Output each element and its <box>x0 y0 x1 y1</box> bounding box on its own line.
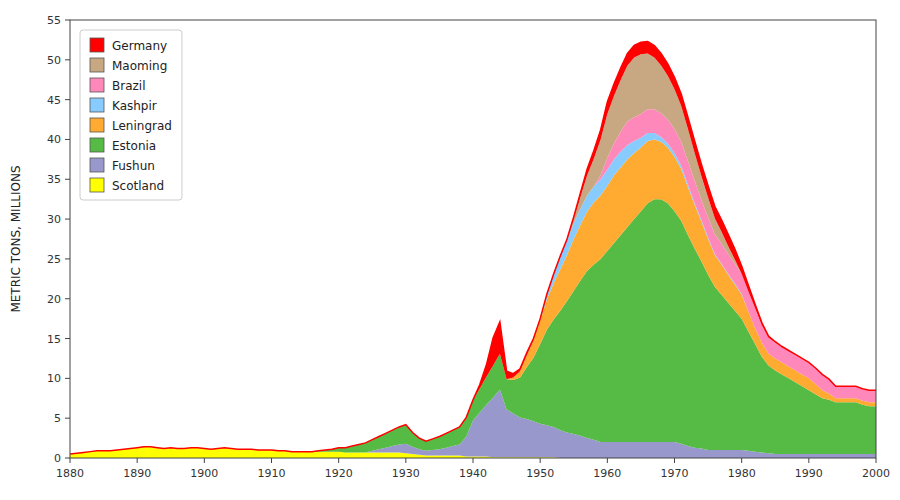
x-tick <box>70 458 71 463</box>
area <box>70 109 876 454</box>
x-tick-label: 1910 <box>258 467 286 480</box>
y-tick <box>65 298 70 299</box>
y-tick-label: 20 <box>47 293 61 306</box>
legend-item: Brazil <box>90 78 146 93</box>
area <box>70 42 876 455</box>
y-axis: 0 5 10 15 20 25 30 35 40 45 50 55 <box>47 14 70 465</box>
legend-swatch <box>90 38 104 52</box>
plot-frame <box>70 20 876 458</box>
legend-item: Scotland <box>90 178 164 193</box>
x-tick <box>876 458 877 463</box>
legend-label: Maoming <box>112 59 167 73</box>
legend-swatch <box>90 138 104 152</box>
x-axis: 1880 1890 1900 1910 1920 1930 1940 1950 1960 1970… <box>56 458 890 480</box>
y-tick <box>65 378 70 379</box>
x-tick-label: 1880 <box>56 467 84 480</box>
y-tick-label: 10 <box>47 372 61 385</box>
x-tick-label: 1920 <box>325 467 353 480</box>
legend-label: Scotland <box>112 179 164 193</box>
legend-swatch <box>90 118 104 132</box>
x-tick-label: 1990 <box>795 467 823 480</box>
x-tick-label: 1970 <box>661 467 689 480</box>
x-tick <box>338 458 339 463</box>
x-tick <box>473 458 474 463</box>
y-tick-label: 30 <box>47 213 61 226</box>
legend-item: Estonia <box>90 138 156 153</box>
x-tick <box>674 458 675 463</box>
y-axis-label: METRIC TONS, MILLIONS <box>9 165 23 312</box>
legend-swatch <box>90 158 104 172</box>
x-tick-label: 1980 <box>728 467 756 480</box>
x-tick <box>808 458 809 463</box>
legend-label: Fushun <box>112 159 155 173</box>
x-tick-label: 2000 <box>862 467 890 480</box>
area <box>70 53 876 454</box>
y-tick <box>65 338 70 339</box>
chart-svg: 1880 1890 1900 1910 1920 1930 1940 1950 1960 1970… <box>0 0 900 500</box>
x-tick-label: 1960 <box>593 467 621 480</box>
legend-label: Kashpir <box>112 99 157 113</box>
y-tick-label: 25 <box>47 253 61 266</box>
x-tick <box>741 458 742 463</box>
legend-swatch <box>90 78 104 92</box>
y-tick <box>65 139 70 140</box>
chart-container: 1880 1890 1900 1910 1920 1930 1940 1950 1960 1970… <box>0 0 900 500</box>
y-tick-label: 5 <box>54 412 61 425</box>
x-tick <box>137 458 138 463</box>
legend-label: Germany <box>112 39 167 53</box>
y-tick-label: 45 <box>47 94 61 107</box>
y-tick <box>65 458 70 459</box>
x-tick-label: 1890 <box>123 467 151 480</box>
legend-swatch <box>90 98 104 112</box>
legend-box <box>80 30 182 200</box>
x-tick <box>405 458 406 463</box>
legend-item: Maoming <box>90 58 167 73</box>
x-tick <box>540 458 541 463</box>
x-tick <box>271 458 272 463</box>
y-tick <box>65 20 70 21</box>
legend-item: Kashpir <box>90 98 157 113</box>
x-tick <box>607 458 608 463</box>
y-tick <box>65 258 70 259</box>
x-tick-label: 1940 <box>459 467 487 480</box>
legend-swatch <box>90 58 104 72</box>
y-tick-label: 55 <box>47 14 61 27</box>
area <box>70 139 876 454</box>
y-tick-label: 50 <box>47 54 61 67</box>
y-tick-label: 0 <box>54 452 61 465</box>
y-tick <box>65 219 70 220</box>
x-tick <box>204 458 205 463</box>
legend-label: Brazil <box>112 79 146 93</box>
legend-item: Fushun <box>90 158 155 173</box>
top-outline <box>70 42 876 455</box>
legend-item: Germany <box>90 38 167 53</box>
x-tick-label: 1950 <box>526 467 554 480</box>
y-tick <box>65 418 70 419</box>
legend-label: Estonia <box>112 139 156 153</box>
legend-label: Leningrad <box>112 119 172 133</box>
legend-swatch <box>90 178 104 192</box>
y-tick-label: 15 <box>47 333 61 346</box>
x-tick-label: 1930 <box>392 467 420 480</box>
legend: Germany Maoming Brazil Kashpir Leningrad Esto… <box>80 30 182 200</box>
x-tick-label: 1900 <box>190 467 218 480</box>
legend-item: Leningrad <box>90 118 172 133</box>
y-tick <box>65 59 70 60</box>
plot-area <box>70 42 876 459</box>
y-tick-label: 35 <box>47 173 61 186</box>
y-tick-label: 40 <box>47 133 61 146</box>
area <box>70 133 876 454</box>
y-tick <box>65 99 70 100</box>
y-tick <box>65 179 70 180</box>
